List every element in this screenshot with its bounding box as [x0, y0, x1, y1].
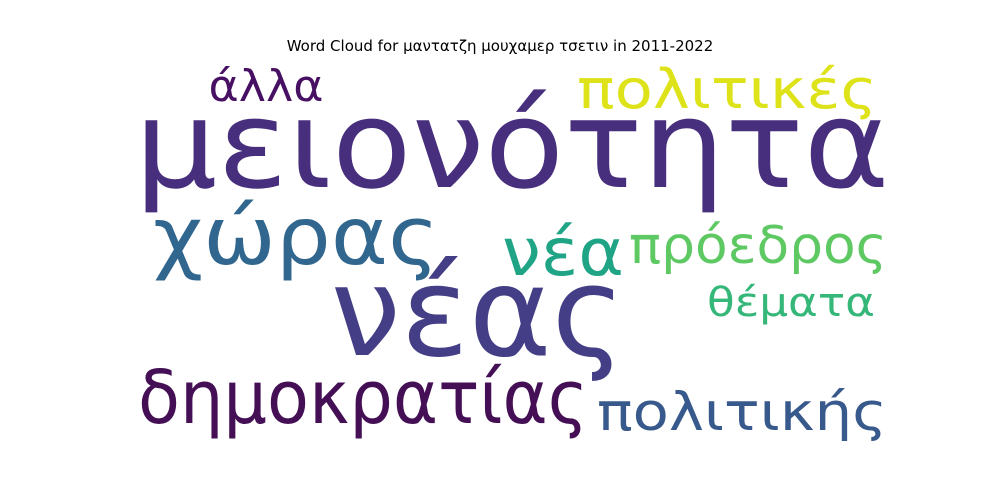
word-nea: νέα: [502, 214, 624, 291]
word-themata: θέματα: [707, 280, 875, 326]
figure-title: Word Cloud for μαντατζη μουχαμερ τσετιν …: [286, 37, 714, 55]
word-neas: νέας: [331, 241, 626, 385]
word-meionotita: μειονότητα: [135, 74, 890, 216]
word-choras: χώρας: [153, 190, 439, 283]
word-politikes: πολιτικές: [577, 58, 877, 121]
word-politikis: πολιτικής: [597, 382, 887, 443]
word-dimokratias: δημοκρατίας: [138, 355, 588, 441]
word-alla: άλλα: [209, 61, 324, 112]
word-proedros: πρόεδρος: [629, 216, 887, 276]
